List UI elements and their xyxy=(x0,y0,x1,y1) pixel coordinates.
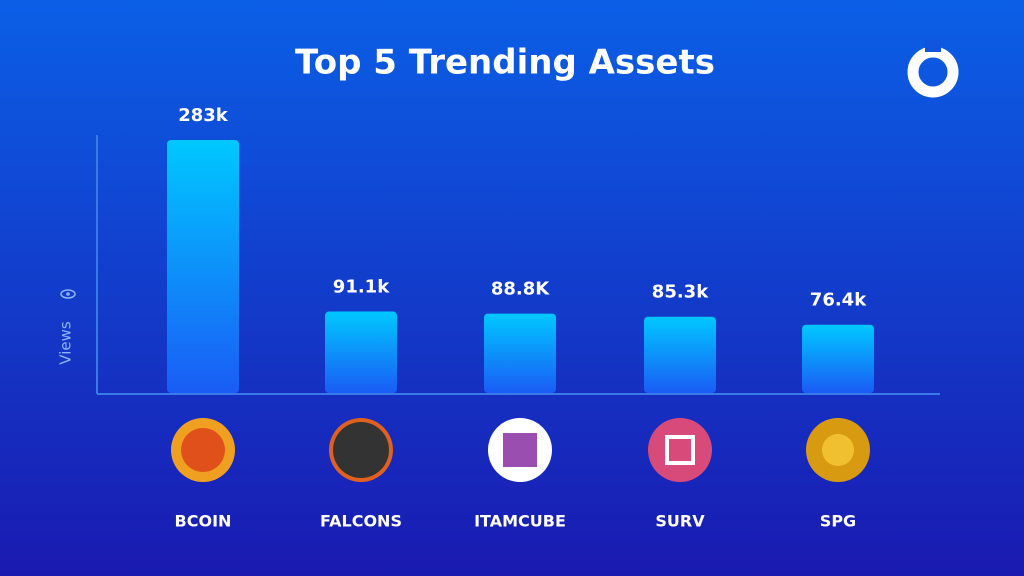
bar xyxy=(644,316,716,393)
bar xyxy=(484,313,556,393)
x-tick-label: SURV xyxy=(655,512,705,531)
bar xyxy=(167,140,239,393)
asset-icons xyxy=(171,418,870,482)
bar xyxy=(802,324,874,393)
logo xyxy=(907,40,959,98)
x-tick-label: FALCONS xyxy=(320,512,402,531)
value-label: 76.4k xyxy=(810,290,867,311)
value-label: 283k xyxy=(178,105,229,126)
value-label: 88.8K xyxy=(491,279,550,300)
x-tick-label: BCOIN xyxy=(175,512,232,531)
bar xyxy=(325,311,397,393)
eye-icon xyxy=(60,289,76,299)
value-label: 85.3k xyxy=(652,282,709,303)
chart-title: Top 5 Trending Assets xyxy=(295,43,715,83)
x-tick-label: SPG xyxy=(820,512,856,531)
value-label: 91.1k xyxy=(333,277,390,298)
y-axis-label: Views xyxy=(57,321,75,365)
x-tick-label: ITAMCUBE xyxy=(474,512,566,531)
